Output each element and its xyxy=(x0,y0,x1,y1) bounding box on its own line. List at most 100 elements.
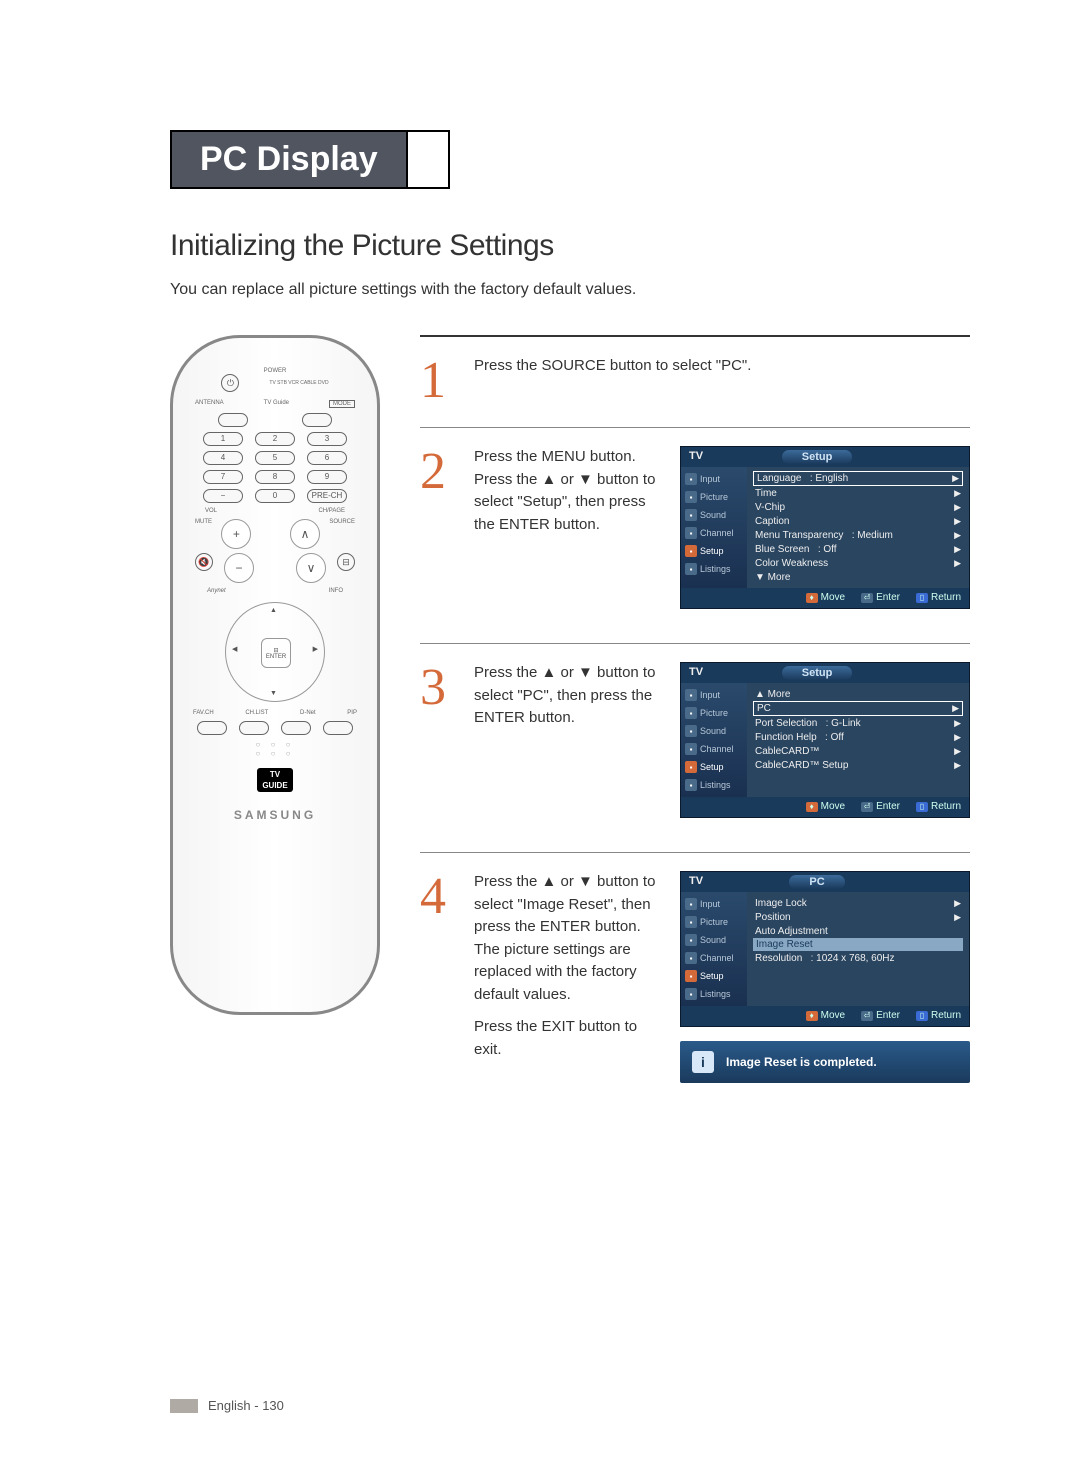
osd-line-label: Position xyxy=(755,912,791,923)
return-glyph-icon: ▯ xyxy=(916,1011,928,1021)
step-text: Press the ▲ or ▼ button to select "PC", … xyxy=(474,662,662,832)
osd-nav-label: Listings xyxy=(700,564,731,574)
osd-menu-line: Color Weakness▶ xyxy=(753,556,963,570)
remote-button xyxy=(302,413,332,427)
remote-numpad-button: 4 xyxy=(203,451,243,465)
osd-nav-icon: ▪ xyxy=(685,743,697,755)
osd-menu-line: Caption▶ xyxy=(753,514,963,528)
osd-nav-label: Setup xyxy=(700,971,724,981)
osd-nav-icon: ▪ xyxy=(685,527,697,539)
osd-line-label: Image Lock xyxy=(755,898,807,909)
chevron-right-icon: ▶ xyxy=(954,746,961,757)
source-icon: ⊟ xyxy=(337,553,355,571)
step-text: Press the MENU button.Press the ▲ or ▼ b… xyxy=(474,446,662,623)
remote-vol-button: + xyxy=(221,519,251,549)
osd-line-label: CableCARD™ Setup xyxy=(755,760,848,771)
move-glyph-icon: ♦ xyxy=(806,802,818,812)
osd-menu-line: Resolution : 1024 x 768, 60Hz xyxy=(753,951,963,965)
remote-numpad-button: 6 xyxy=(307,451,347,465)
osd-nav-item: ▪Channel xyxy=(681,949,747,967)
step-text: Press the SOURCE button to select "PC". xyxy=(474,355,970,407)
title-bar-label: PC Display xyxy=(172,132,408,187)
remote-tvguide-label: TV Guide xyxy=(264,400,289,408)
remote-button xyxy=(197,721,227,735)
osd-menu-line: Language : English▶ xyxy=(753,471,963,486)
remote-ch-button: ∧ xyxy=(290,519,320,549)
chevron-right-icon: ▶ xyxy=(954,912,961,923)
chevron-right-icon: ▶ xyxy=(954,558,961,569)
osd-menu-line: Function Help : Off▶ xyxy=(753,730,963,744)
remote-dnet-label: D-Net xyxy=(300,710,316,716)
osd-nav-icon: ▪ xyxy=(685,509,697,521)
osd-nav-icon: ▪ xyxy=(685,545,697,557)
chevron-right-icon: ▶ xyxy=(954,718,961,729)
osd-nav-icon: ▪ xyxy=(685,473,697,485)
osd-line-label: Menu Transparency : Medium xyxy=(755,530,893,541)
osd-nav-label: Input xyxy=(700,899,720,909)
osd-nav-item: ▪Sound xyxy=(681,722,747,740)
osd-menu-line: ▲ More xyxy=(753,687,963,701)
chevron-right-icon: ▶ xyxy=(954,488,961,499)
osd-menu-line: Image Lock▶ xyxy=(753,896,963,910)
chevron-right-icon: ▶ xyxy=(954,760,961,771)
chevron-right-icon: ▶ xyxy=(954,502,961,513)
osd-menu-line: ▼ More xyxy=(753,570,963,584)
osd-screenshot: TVSetup▪Input▪Picture▪Sound▪Channel▪Setu… xyxy=(680,662,970,818)
remote-numpad-button: 5 xyxy=(255,451,295,465)
enter-glyph-icon: ⏎ xyxy=(861,802,873,812)
step-text: Press the ▲ or ▼ button to select "Image… xyxy=(474,871,662,1083)
remote-button xyxy=(281,721,311,735)
osd-menu-line: Port Selection : G-Link▶ xyxy=(753,716,963,730)
osd-nav-label: Sound xyxy=(700,726,726,736)
remote-dots: ○ ○ ○○ ○ ○ xyxy=(189,740,361,758)
osd-nav-label: Channel xyxy=(700,744,734,754)
osd-nav-icon: ▪ xyxy=(685,491,697,503)
osd-nav-label: Picture xyxy=(700,492,728,502)
tv-guide-icon: TVGUIDE xyxy=(257,768,293,792)
osd-footer: ♦Move ⏎Enter ▯Return xyxy=(681,1006,969,1026)
step-paragraph: Press the MENU button.Press the ▲ or ▼ b… xyxy=(474,446,662,536)
osd-nav-item: ▪Channel xyxy=(681,740,747,758)
remote-mode-label: MODE xyxy=(329,400,355,408)
osd-menu-line: CableCARD™ Setup ▶ xyxy=(753,758,963,772)
mute-icon: 🔇 xyxy=(195,553,213,571)
osd-footer: ♦Move ⏎Enter ▯Return xyxy=(681,588,969,608)
remote-favch-label: FAV.CH xyxy=(193,710,214,716)
osd-nav-item: ▪Channel xyxy=(681,524,747,542)
remote-numpad-button: 7 xyxy=(203,470,243,484)
page-footer: English - 130 xyxy=(170,1398,284,1413)
osd-nav-label: Setup xyxy=(700,546,724,556)
osd-menu-line: Image Reset xyxy=(753,938,963,951)
move-glyph-icon: ♦ xyxy=(806,1011,818,1021)
osd-nav-icon: ▪ xyxy=(685,898,697,910)
osd-line-label: Language : English xyxy=(757,473,848,484)
remote-vol-label: VOL xyxy=(205,508,217,514)
osd-line-label: CableCARD™ xyxy=(755,746,819,757)
osd-nav-label: Sound xyxy=(700,510,726,520)
osd-menu-line: Time▶ xyxy=(753,486,963,500)
chevron-right-icon: ▶ xyxy=(954,530,961,541)
osd-tv-label: TV xyxy=(689,666,703,680)
osd-nav-item: ▪Picture xyxy=(681,913,747,931)
osd-line-label: Image Reset xyxy=(756,939,813,950)
remote-pip-label: PIP xyxy=(347,710,357,716)
step-number: 3 xyxy=(420,662,460,832)
remote-chpage-label: CH/PAGE xyxy=(318,508,345,514)
osd-line-label: Resolution : 1024 x 768, 60Hz xyxy=(755,953,895,964)
osd-nav-label: Setup xyxy=(700,762,724,772)
osd-menu-title: Setup xyxy=(782,666,853,680)
osd-nav-label: Listings xyxy=(700,780,731,790)
footer-language: English xyxy=(208,1398,251,1413)
osd-nav-icon: ▪ xyxy=(685,970,697,982)
osd-menu-line: Auto Adjustment xyxy=(753,924,963,938)
footer-page-number: 130 xyxy=(262,1398,284,1413)
return-glyph-icon: ▯ xyxy=(916,802,928,812)
intro-text: You can replace all picture settings wit… xyxy=(170,281,970,299)
osd-nav-label: Input xyxy=(700,474,720,484)
title-bar: PC Display xyxy=(170,130,450,189)
osd-tv-label: TV xyxy=(689,875,703,889)
osd-menu-title: Setup xyxy=(782,450,853,464)
osd-nav-label: Picture xyxy=(700,708,728,718)
osd-line-label: ▼ More xyxy=(755,572,790,583)
footer-bar-icon xyxy=(170,1399,198,1413)
